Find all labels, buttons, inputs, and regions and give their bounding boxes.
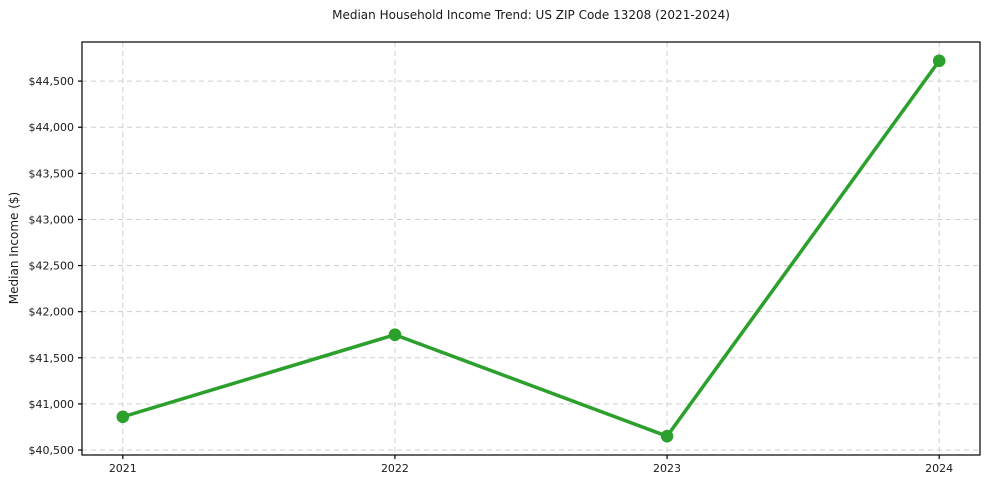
data-point-2024 — [932, 54, 946, 68]
y-tick-label: $41,500 — [29, 352, 75, 365]
y-tick-label: $43,000 — [29, 213, 75, 226]
x-tick-label: 2021 — [109, 462, 137, 475]
y-tick-label: $42,000 — [29, 306, 75, 319]
y-tick-label: $43,500 — [29, 167, 75, 180]
data-point-2022 — [388, 328, 402, 342]
trend-line — [121, 59, 941, 438]
y-tick-label: $44,500 — [29, 75, 75, 88]
y-tick-label: $40,500 — [29, 444, 75, 457]
x-tick-label: 2023 — [653, 462, 681, 475]
x-tick-label: 2024 — [925, 462, 953, 475]
y-tick-label: $41,000 — [29, 398, 75, 411]
x-tick-label: 2022 — [381, 462, 409, 475]
data-point-2021 — [116, 410, 130, 424]
y-tick-label: $42,500 — [29, 260, 75, 273]
data-point-2023 — [660, 429, 674, 443]
y-tick-label: $44,000 — [29, 121, 75, 134]
chart-title: Median Household Income Trend: US ZIP Co… — [332, 8, 730, 22]
axis-frame — [81, 41, 981, 456]
